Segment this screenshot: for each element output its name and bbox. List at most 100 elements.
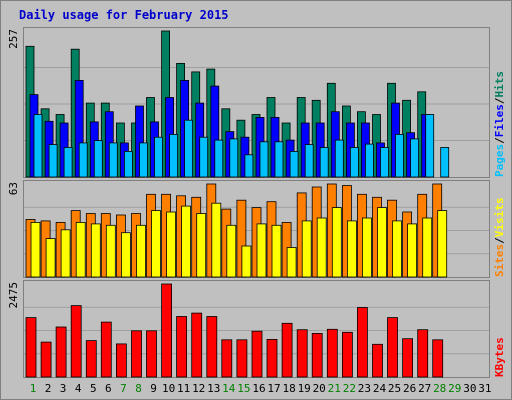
legend-entry-pages: Pages xyxy=(493,144,506,177)
legend-usage: Pages/Files/Hits xyxy=(493,71,506,177)
x-tick-label-day-24: 24 xyxy=(373,382,387,395)
bar-visits-day-5 xyxy=(90,223,101,278)
bar-visits-day-6 xyxy=(105,224,116,278)
bar-visits-day-20 xyxy=(316,217,327,278)
x-tick-label-day-22: 22 xyxy=(343,382,356,395)
bar-visits-day-11 xyxy=(181,205,192,278)
bar-kbytes-day-20 xyxy=(311,332,323,378)
bar-kbytes-day-1 xyxy=(25,317,37,378)
bar-visits-day-2 xyxy=(45,238,56,278)
bar-pages-day-15 xyxy=(244,154,254,178)
bar-pages-day-11 xyxy=(184,119,194,178)
x-tick-label-day-4: 4 xyxy=(75,382,82,395)
x-tick-label-day-15: 15 xyxy=(237,382,250,395)
bar-kbytes-day-25 xyxy=(387,317,398,378)
bar-visits-day-28 xyxy=(437,210,448,278)
bar-kbytes-day-13 xyxy=(206,316,218,378)
bar-pages-day-27 xyxy=(425,114,435,178)
x-tick-label-day-16: 16 xyxy=(252,382,265,395)
legend-separator: / xyxy=(493,97,506,104)
bar-visits-day-14 xyxy=(226,224,237,278)
bar-visits-day-7 xyxy=(121,232,131,278)
x-tick-label-day-27: 27 xyxy=(418,382,431,395)
bar-kbytes-day-28 xyxy=(432,339,444,378)
bar-kbytes-day-15 xyxy=(236,339,248,378)
x-tick-label-day-31: 31 xyxy=(478,382,491,395)
bar-visits-day-3 xyxy=(60,229,71,278)
bar-visits-day-9 xyxy=(151,210,161,278)
bar-kbytes-day-6 xyxy=(100,321,112,378)
legend-separator: / xyxy=(493,237,506,244)
bar-pages-day-17 xyxy=(274,141,284,178)
bar-kbytes-day-7 xyxy=(116,343,127,378)
bar-visits-day-26 xyxy=(407,223,418,278)
bar-kbytes-day-18 xyxy=(281,322,293,378)
x-tick-label-day-30: 30 xyxy=(463,382,476,395)
bar-kbytes-day-10 xyxy=(161,283,173,378)
bar-sites-day-15 xyxy=(236,199,247,278)
bar-pages-day-24 xyxy=(380,147,389,178)
bar-visits-day-21 xyxy=(331,207,342,278)
bar-pages-day-3 xyxy=(63,147,73,178)
x-tick-label-day-25: 25 xyxy=(388,382,401,395)
bar-kbytes-day-19 xyxy=(296,329,308,378)
legend-entry-visits: Visits xyxy=(493,198,506,238)
bar-visits-day-18 xyxy=(286,247,297,278)
bar-pages-day-5 xyxy=(93,140,103,178)
legend-entry-files: Files xyxy=(493,104,506,137)
ymax-label-kbytes: 2475 xyxy=(7,282,20,309)
bar-kbytes-day-4 xyxy=(70,305,82,378)
bar-visits-day-27 xyxy=(422,217,433,278)
bar-kbytes-day-24 xyxy=(372,343,383,378)
panel-usage: 257 Pages/Files/Hits xyxy=(7,27,506,178)
bar-visits-day-23 xyxy=(361,217,372,278)
bar-kbytes-day-5 xyxy=(85,340,97,378)
bar-pages-day-22 xyxy=(349,147,359,178)
panel-kbytes: 2475 KBytes xyxy=(7,280,506,378)
bar-pages-day-9 xyxy=(154,136,163,178)
x-tick-label-day-14: 14 xyxy=(222,382,236,395)
panel-frame-usage xyxy=(23,27,490,178)
bar-visits-day-25 xyxy=(392,220,402,278)
x-tick-label-day-8: 8 xyxy=(135,382,142,395)
bar-visits-day-19 xyxy=(301,220,312,278)
bar-kbytes-day-9 xyxy=(146,330,157,378)
bar-visits-day-13 xyxy=(211,202,222,278)
x-tick-label-day-1: 1 xyxy=(30,382,37,395)
panel-frame-kbytes xyxy=(23,280,490,378)
x-tick-label-day-2: 2 xyxy=(45,382,52,395)
bar-pages-day-18 xyxy=(289,150,299,178)
x-tick-label-day-12: 12 xyxy=(192,382,205,395)
x-tick-label-day-18: 18 xyxy=(282,382,295,395)
bar-pages-day-4 xyxy=(78,142,88,178)
bar-visits-day-1 xyxy=(30,221,41,278)
bar-kbytes-day-11 xyxy=(176,316,188,378)
bar-pages-day-23 xyxy=(364,143,374,178)
bar-visits-day-12 xyxy=(196,213,207,278)
bar-visits-day-17 xyxy=(271,224,282,278)
legend-entry-sites: Sites xyxy=(493,244,506,277)
bar-pages-day-28 xyxy=(440,147,450,178)
bar-pages-day-8 xyxy=(139,142,148,178)
x-axis-labels: 1 2 3 4 5 6 7 8 9 10 11 12 13 14 15 16 17 18 19 20 21 22 23 24 2… xyxy=(30,382,492,395)
x-tick-label-day-11: 11 xyxy=(177,382,190,395)
bar-pages-day-25 xyxy=(395,133,404,178)
bar-kbytes-day-3 xyxy=(55,326,67,378)
bar-visits-day-22 xyxy=(346,220,357,278)
x-tick-label-day-10: 10 xyxy=(162,382,175,395)
x-tick-label-day-23: 23 xyxy=(358,382,371,395)
x-tick-label-day-29: 29 xyxy=(448,382,461,395)
bar-visits-day-15 xyxy=(241,245,252,278)
ymax-label-usage: 257 xyxy=(7,29,20,49)
x-tick-label-day-13: 13 xyxy=(207,382,220,395)
x-tick-label-day-21: 21 xyxy=(328,382,341,395)
bar-pages-day-2 xyxy=(48,144,58,178)
x-tick-label-day-28: 28 xyxy=(433,382,446,395)
bar-kbytes-day-12 xyxy=(191,312,203,378)
panel-visitors: 63 Sites/Visits xyxy=(7,180,506,278)
bar-visits-day-10 xyxy=(166,211,177,278)
x-tick-label-day-20: 20 xyxy=(313,382,326,395)
legend-separator: / xyxy=(493,137,506,144)
